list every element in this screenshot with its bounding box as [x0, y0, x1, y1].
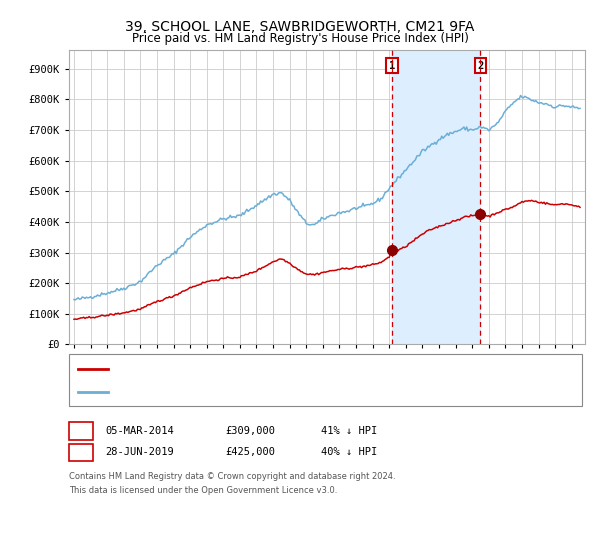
- Text: £425,000: £425,000: [225, 447, 275, 458]
- Text: This data is licensed under the Open Government Licence v3.0.: This data is licensed under the Open Gov…: [69, 486, 337, 495]
- Text: 41% ↓ HPI: 41% ↓ HPI: [321, 426, 377, 436]
- Text: 40% ↓ HPI: 40% ↓ HPI: [321, 447, 377, 458]
- Text: 05-MAR-2014: 05-MAR-2014: [105, 426, 174, 436]
- Text: 39, SCHOOL LANE, SAWBRIDGEWORTH, CM21 9FA (detached house): 39, SCHOOL LANE, SAWBRIDGEWORTH, CM21 9F…: [114, 364, 449, 374]
- Text: Contains HM Land Registry data © Crown copyright and database right 2024.: Contains HM Land Registry data © Crown c…: [69, 472, 395, 481]
- Bar: [392, 50, 481, 344]
- Text: £309,000: £309,000: [225, 426, 275, 436]
- Text: 2: 2: [77, 447, 85, 458]
- Text: 39, SCHOOL LANE, SAWBRIDGEWORTH, CM21 9FA: 39, SCHOOL LANE, SAWBRIDGEWORTH, CM21 9F…: [125, 20, 475, 34]
- Text: 1: 1: [389, 60, 395, 71]
- Text: HPI: Average price, detached house, East Hertfordshire: HPI: Average price, detached house, East…: [114, 386, 383, 396]
- Text: 2: 2: [478, 60, 484, 71]
- Text: 1: 1: [77, 426, 85, 436]
- Text: Price paid vs. HM Land Registry's House Price Index (HPI): Price paid vs. HM Land Registry's House …: [131, 32, 469, 45]
- Text: 28-JUN-2019: 28-JUN-2019: [105, 447, 174, 458]
